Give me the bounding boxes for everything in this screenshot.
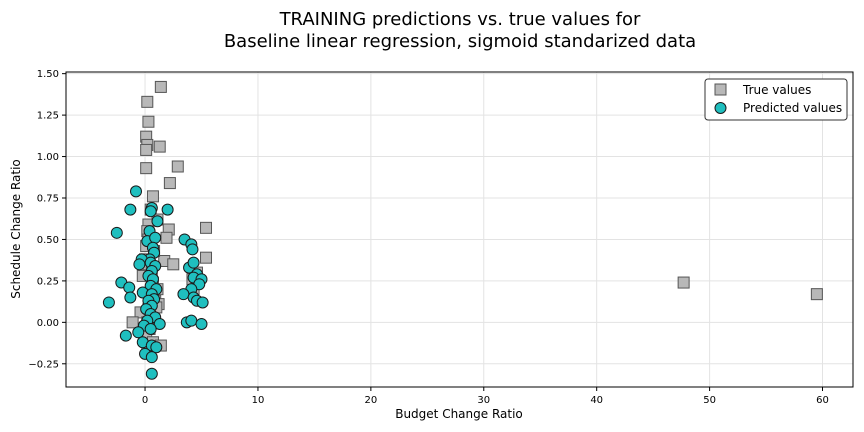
true-value-point <box>167 258 180 271</box>
y-tick-label: 0.75 <box>37 194 59 205</box>
predicted-value-point <box>195 318 208 330</box>
legend-true-values-label: True values <box>742 83 811 97</box>
predicted-value-point <box>124 291 137 304</box>
predicted-value-point <box>124 203 137 216</box>
predicted-value-point <box>133 258 146 271</box>
predicted-value-point <box>177 288 190 301</box>
true-value-point <box>142 115 155 128</box>
legend-box <box>704 78 848 121</box>
predicted-value-point <box>196 296 209 309</box>
predicted-value-point <box>145 351 158 364</box>
x-tick-label: 10 <box>252 395 265 406</box>
legend-true-values-marker <box>714 83 727 96</box>
y-tick-label: 0.50 <box>37 235 59 246</box>
x-tick-label: 50 <box>703 395 716 406</box>
true-value-point <box>146 190 159 203</box>
true-value-point <box>171 160 184 173</box>
data-points <box>102 80 823 380</box>
predicted-value-point <box>102 296 115 309</box>
predicted-value-point <box>151 215 164 228</box>
x-tick-label: 40 <box>590 395 603 406</box>
x-tick-label: 30 <box>477 395 490 406</box>
x-tick-label: 20 <box>364 395 377 406</box>
predicted-value-point <box>185 314 198 327</box>
true-value-point <box>141 95 154 108</box>
plot-frame <box>65 71 854 388</box>
true-value-point <box>200 251 213 264</box>
predicted-value-point <box>144 322 157 335</box>
x-axis-label: Budget Change Ratio <box>395 407 523 421</box>
predicted-value-point <box>123 281 136 294</box>
legend-predicted-values-marker <box>714 102 727 114</box>
legend-predicted-values-label: Predicted values <box>743 101 842 115</box>
legend: True values Predicted values <box>704 78 848 121</box>
predicted-value-point <box>187 256 200 269</box>
true-value-point <box>200 221 213 234</box>
x-tick-label: 60 <box>816 395 829 406</box>
x-tick-label: 0 <box>142 395 148 406</box>
predicted-value-point <box>150 341 163 354</box>
true-value-point <box>126 316 139 329</box>
predicted-value-point <box>186 243 199 256</box>
predicted-value-point <box>153 318 166 330</box>
chart-title-line-2: Baseline linear regression, sigmoid stan… <box>224 31 696 52</box>
true-value-point <box>153 140 166 153</box>
true-value-point <box>140 143 153 156</box>
y-tick-label: 0.00 <box>37 318 59 329</box>
predicted-value-point <box>145 367 158 380</box>
true-value-point <box>163 177 176 190</box>
predicted-value-point <box>130 185 143 198</box>
predicted-value-point <box>149 231 162 244</box>
y-tick-label: 1.25 <box>37 111 59 122</box>
y-tick-label: 1.00 <box>37 152 59 163</box>
predicted-value-point <box>110 226 123 239</box>
chart-title-line-1: TRAINING predictions vs. true values for <box>279 9 641 30</box>
true-value-point <box>154 80 167 93</box>
true-value-point <box>677 276 690 289</box>
true-value-point <box>140 162 153 175</box>
predicted-value-point <box>144 205 157 218</box>
y-tick-label: −0.25 <box>28 359 59 370</box>
axis-ticks: 0 10 20 30 40 50 60 −0.25 0.00 0.25 0.50 0.75 1.00 1.… <box>28 69 829 406</box>
predicted-value-point <box>161 203 174 216</box>
y-tick-label: 1.50 <box>37 69 59 80</box>
true-value-point <box>810 288 823 301</box>
predicted-value-point <box>132 326 145 339</box>
predicted-value-point <box>119 329 132 342</box>
y-tick-label: 0.25 <box>37 276 59 287</box>
true-value-point <box>160 231 173 244</box>
y-axis-label: Schedule Change Ratio <box>9 159 23 299</box>
